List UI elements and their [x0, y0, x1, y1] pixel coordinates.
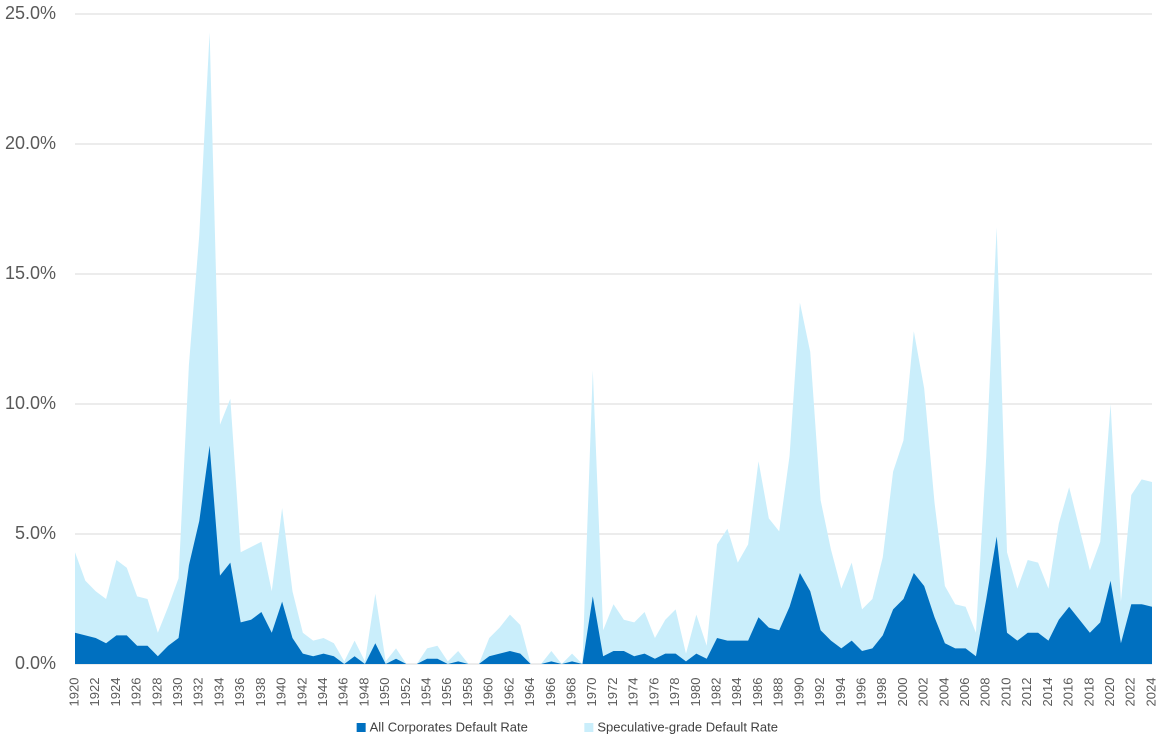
x-tick-label: 1980 [688, 678, 703, 707]
x-tick-label: 1974 [626, 678, 641, 707]
x-tick-label: 1962 [501, 678, 516, 707]
x-tick-label: 1920 [66, 678, 81, 707]
x-tick-label: 1990 [791, 678, 806, 707]
x-tick-label: 2006 [957, 678, 972, 707]
x-tick-label: 2000 [895, 678, 910, 707]
x-tick-label: 1988 [771, 678, 786, 707]
x-tick-label: 1968 [564, 678, 579, 707]
x-tick-label: 1948 [356, 678, 371, 707]
y-tick-label: 10.0% [5, 393, 56, 413]
x-tick-label: 1972 [605, 678, 620, 707]
x-tick-label: 2022 [1123, 678, 1138, 707]
x-tick-label: 1928 [149, 678, 164, 707]
x-tick-label: 1946 [336, 678, 351, 707]
x-tick-label: 1970 [584, 678, 599, 707]
x-tick-label: 1994 [833, 678, 848, 707]
x-tick-label: 1934 [211, 678, 226, 707]
x-tick-label: 1986 [750, 678, 765, 707]
y-tick-label: 0.0% [15, 653, 56, 673]
legend-swatch [356, 723, 366, 732]
x-tick-label: 1924 [108, 678, 123, 707]
x-tick-label: 1978 [667, 678, 682, 707]
y-tick-label: 25.0% [5, 3, 56, 23]
x-tick-label: 2018 [1081, 678, 1096, 707]
legend-label: All Corporates Default Rate [370, 719, 528, 734]
x-tick-label: 1984 [729, 678, 744, 707]
x-tick-label: 1936 [232, 678, 247, 707]
x-tick-label: 1956 [439, 678, 454, 707]
x-tick-label: 2014 [1040, 678, 1055, 707]
y-tick-label: 20.0% [5, 133, 56, 153]
x-tick-label: 2016 [1061, 678, 1076, 707]
legend-swatch [584, 723, 594, 732]
x-tick-label: 2024 [1143, 678, 1158, 707]
x-tick-label: 1998 [874, 678, 889, 707]
x-tick-label: 1996 [853, 678, 868, 707]
x-tick-label: 1952 [398, 678, 413, 707]
x-tick-label: 2008 [978, 678, 993, 707]
x-tick-label: 2012 [1019, 678, 1034, 707]
x-tick-label: 1960 [481, 678, 496, 707]
x-tick-label: 1944 [315, 678, 330, 707]
x-tick-label: 1992 [812, 678, 827, 707]
x-tick-label: 1958 [460, 678, 475, 707]
x-tick-label: 1932 [191, 678, 206, 707]
x-tick-label: 2002 [916, 678, 931, 707]
x-tick-label: 1940 [274, 678, 289, 707]
legend-label: Speculative-grade Default Rate [597, 719, 778, 734]
x-tick-label: 1964 [522, 678, 537, 707]
area [75, 445, 1152, 664]
x-tick-label: 1922 [87, 678, 102, 707]
x-tick-label: 1950 [377, 678, 392, 707]
y-tick-label: 15.0% [5, 263, 56, 283]
area [75, 32, 1152, 664]
x-tick-label: 1966 [543, 678, 558, 707]
x-tick-label: 1954 [419, 678, 434, 707]
x-tick-label: 1982 [708, 678, 723, 707]
x-tick-label: 2004 [936, 678, 951, 707]
x-tick-label: 1938 [253, 678, 268, 707]
x-tick-label: 1926 [129, 678, 144, 707]
y-tick-label: 5.0% [15, 523, 56, 543]
x-tick-label: 1930 [170, 678, 185, 707]
x-tick-label: 1976 [646, 678, 661, 707]
x-tick-label: 1942 [294, 678, 309, 707]
x-tick-label: 2020 [1102, 678, 1117, 707]
x-tick-label: 2010 [998, 678, 1013, 707]
